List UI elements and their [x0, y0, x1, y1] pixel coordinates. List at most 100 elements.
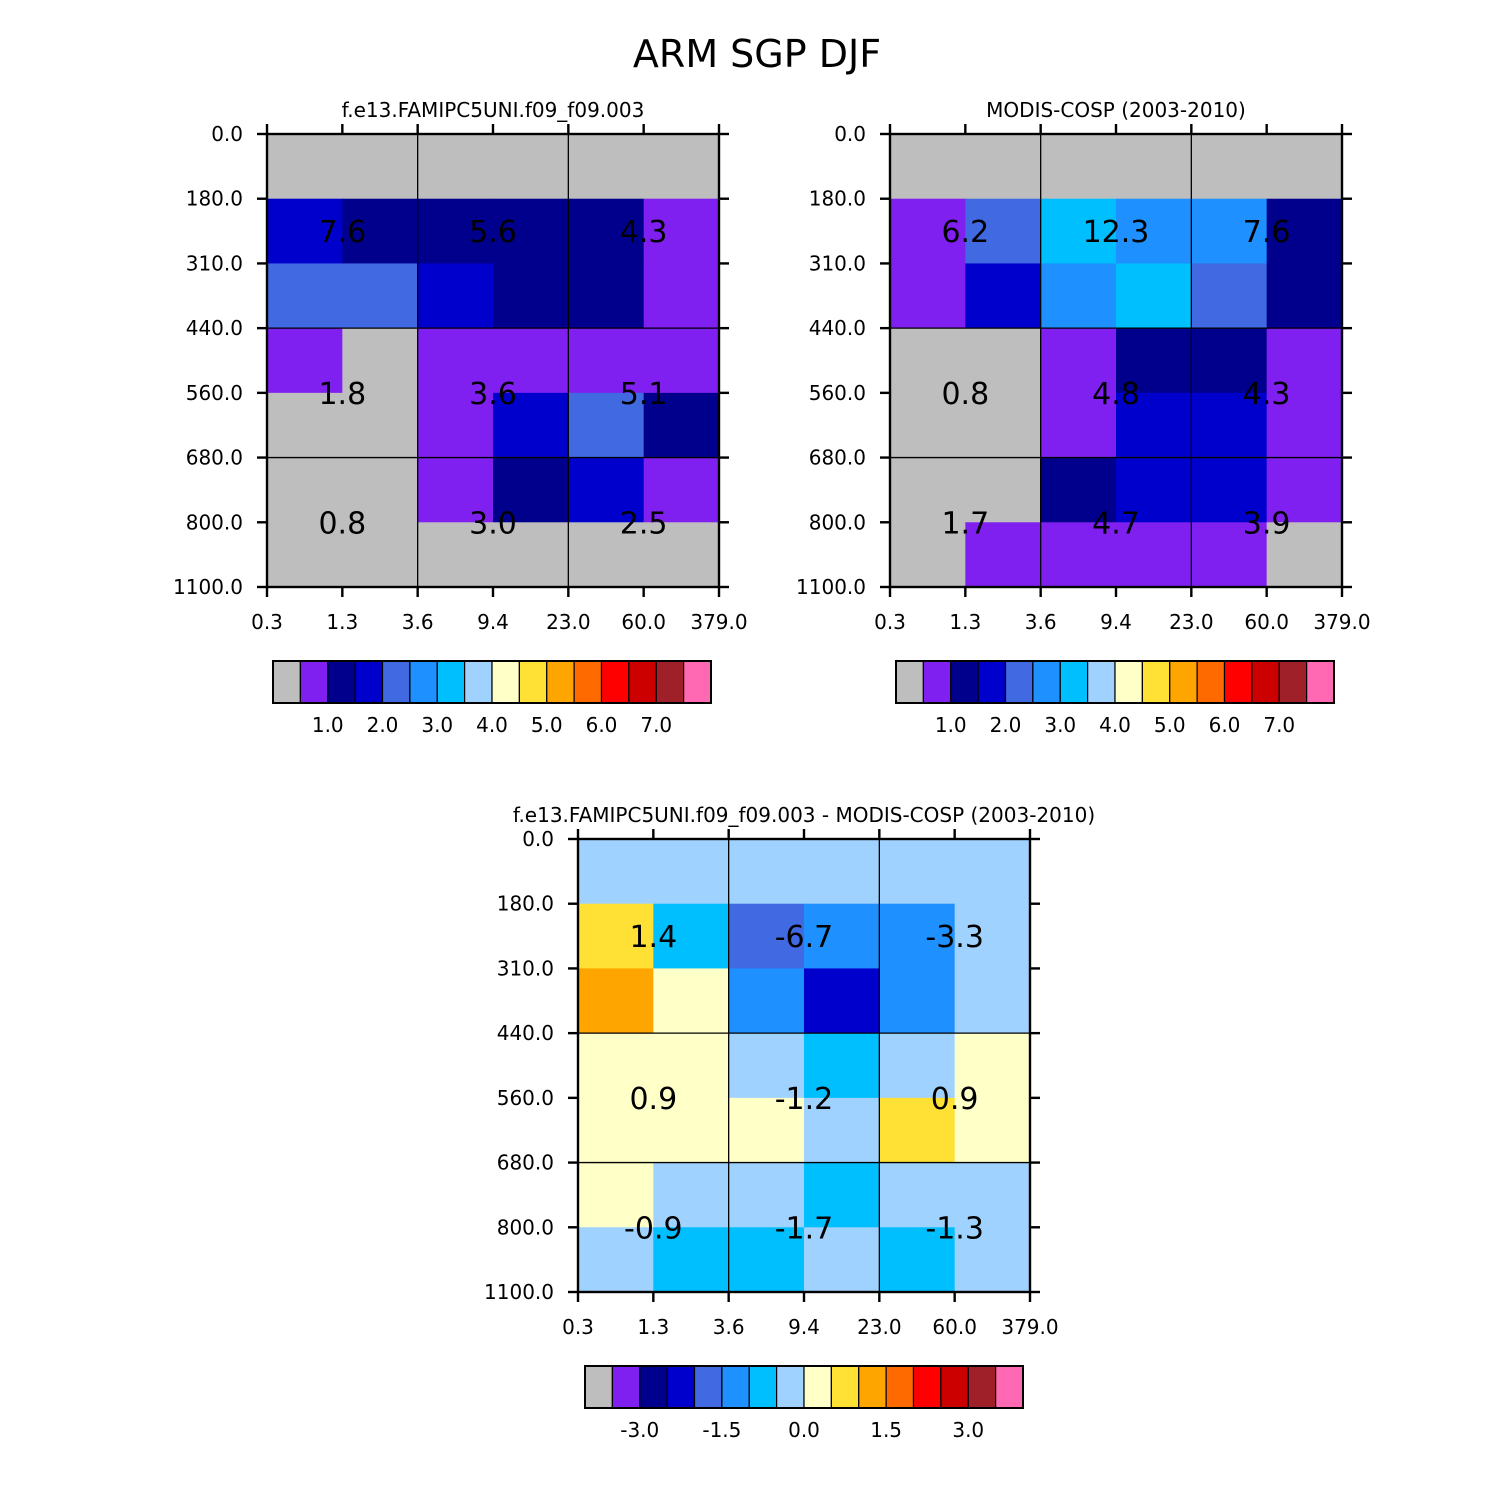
- x-tick-label: 379.0: [690, 610, 747, 634]
- heatmap-cell: [643, 198, 720, 265]
- heatmap-cell: [578, 1162, 654, 1228]
- colorbar: 1.0 2.0 3.0 4.0 5.0 6.0 7.0: [895, 660, 1335, 737]
- colorbar-label: 6.0: [1209, 713, 1241, 737]
- heatmap-cell: [1191, 198, 1268, 265]
- heatmap-cell: [728, 839, 805, 905]
- cell-annotation: 7.6: [318, 215, 366, 250]
- colorbar-swatch: [977, 660, 1007, 704]
- colorbar-swatch: [950, 660, 979, 704]
- colorbar-swatch: [666, 1365, 696, 1409]
- colorbar-label: 2.0: [367, 713, 399, 737]
- colorbar-label: 2.0: [990, 713, 1022, 737]
- heatmap-cell: [728, 1097, 805, 1164]
- heatmap-cell: [965, 198, 1042, 265]
- heatmap-cell: [643, 457, 720, 523]
- cell-annotation: -1.7: [775, 1211, 834, 1246]
- heatmap-cell: [728, 1227, 805, 1293]
- heatmap-cell: [643, 392, 720, 459]
- cell-annotation: 3.0: [469, 506, 517, 541]
- heatmap-cell: [1191, 263, 1268, 329]
- heatmap-cell: [804, 1227, 880, 1293]
- heatmap-cell: [1040, 263, 1117, 329]
- heatmap-cell: [879, 839, 956, 905]
- heatmap-cell: [804, 839, 880, 905]
- colorbar-swatch: [721, 1365, 750, 1409]
- cell-annotation: 1.4: [629, 920, 677, 955]
- heatmap-cell: [1266, 392, 1343, 459]
- panel-title: MODIS-COSP (2003-2010): [986, 98, 1246, 122]
- heatmap-cell: [1116, 134, 1192, 200]
- heatmap-cell: [267, 328, 343, 394]
- heatmap-cell: [493, 328, 569, 394]
- heatmap-cell: [879, 1227, 956, 1293]
- y-tick-label: 800.0: [809, 510, 866, 534]
- heatmap-cell: [578, 839, 654, 905]
- colorbar-swatch: [1251, 660, 1280, 704]
- y-tick-label: 1100.0: [796, 575, 866, 599]
- colorbar-swatch: [491, 660, 520, 704]
- heatmap-cell: [1116, 392, 1192, 459]
- heatmap-cell: [267, 198, 343, 265]
- colorbar-label: 0.0: [788, 1418, 820, 1442]
- heatmap-cell: [1040, 457, 1117, 523]
- y-tick-label: 680.0: [186, 446, 243, 470]
- colorbar-swatch: [693, 1365, 723, 1409]
- heatmap-cell: [879, 1097, 956, 1164]
- heatmap-cell: [1191, 522, 1268, 588]
- colorbar-swatch: [1087, 660, 1116, 704]
- heatmap-cell: [653, 1033, 730, 1099]
- heatmap-cell: [965, 263, 1042, 329]
- cell-annotation: 5.6: [469, 215, 517, 250]
- colorbar: 1.0 2.0 3.0 4.0 5.0 6.0 7.0: [272, 660, 712, 737]
- heatmap-cell: [954, 839, 1031, 905]
- colorbar-swatch: [464, 660, 493, 704]
- colorbar-frame: [584, 1365, 1024, 1409]
- heatmap-cell: [1266, 263, 1343, 329]
- heatmap-cell: [890, 457, 966, 523]
- colorbar-swatch: [1196, 660, 1226, 704]
- colorbar-swatch: [967, 1365, 997, 1409]
- colorbar-label: 1.5: [870, 1418, 902, 1442]
- panel-3: f.e13.FAMIPC5UNI.f09_f09.003 - MODIS-COS…: [484, 803, 1095, 1442]
- colorbar-swatch: [655, 660, 685, 704]
- heatmap-cell: [1191, 134, 1268, 200]
- colorbar-swatch: [1059, 660, 1089, 704]
- heatmap-cell: [965, 457, 1042, 523]
- cell-annotation: -3.3: [925, 920, 984, 955]
- cell-annotation: 0.8: [318, 506, 366, 541]
- heatmap-cell: [342, 457, 419, 523]
- heatmap-cell: [804, 1097, 880, 1164]
- heatmap-cell: [1116, 198, 1192, 265]
- y-tick-label: 310.0: [186, 251, 243, 275]
- colorbar-swatch: [1223, 660, 1253, 704]
- heatmap-cell: [1191, 392, 1268, 459]
- cell-annotation: 0.9: [931, 1082, 979, 1117]
- heatmap-cell: [493, 457, 569, 523]
- heatmap-cell: [568, 522, 645, 588]
- y-tick-label: 310.0: [497, 956, 554, 980]
- heatmap-cell: [1266, 198, 1343, 265]
- cell-annotation: -1.3: [925, 1211, 984, 1246]
- heatmap-cell: [1191, 457, 1268, 523]
- heatmap-cell: [965, 392, 1042, 459]
- cell-annotation: 12.3: [1083, 215, 1150, 250]
- heatmap-cell: [890, 392, 966, 459]
- y-tick-label: 800.0: [186, 510, 243, 534]
- cell-annotation: 2.5: [620, 506, 668, 541]
- x-tick-label: 3.6: [1025, 610, 1057, 634]
- heatmap-cell: [965, 522, 1042, 588]
- y-tick-label: 310.0: [809, 251, 866, 275]
- heatmap-cell: [493, 134, 569, 200]
- colorbar-swatch: [327, 660, 356, 704]
- colorbar-label: 5.0: [1154, 713, 1186, 737]
- heatmap-cell: [267, 263, 343, 329]
- heatmap-cell: [342, 198, 419, 265]
- colorbar-swatch: [584, 1365, 613, 1409]
- heatmap-cell: [890, 134, 966, 200]
- colorbar-label: -3.0: [620, 1418, 659, 1442]
- heatmap-cell: [267, 522, 343, 588]
- heatmap-cell: [493, 198, 569, 265]
- x-tick-label: 60.0: [932, 1315, 977, 1339]
- heatmap-cell: [342, 134, 419, 200]
- heatmap-cell: [653, 903, 730, 970]
